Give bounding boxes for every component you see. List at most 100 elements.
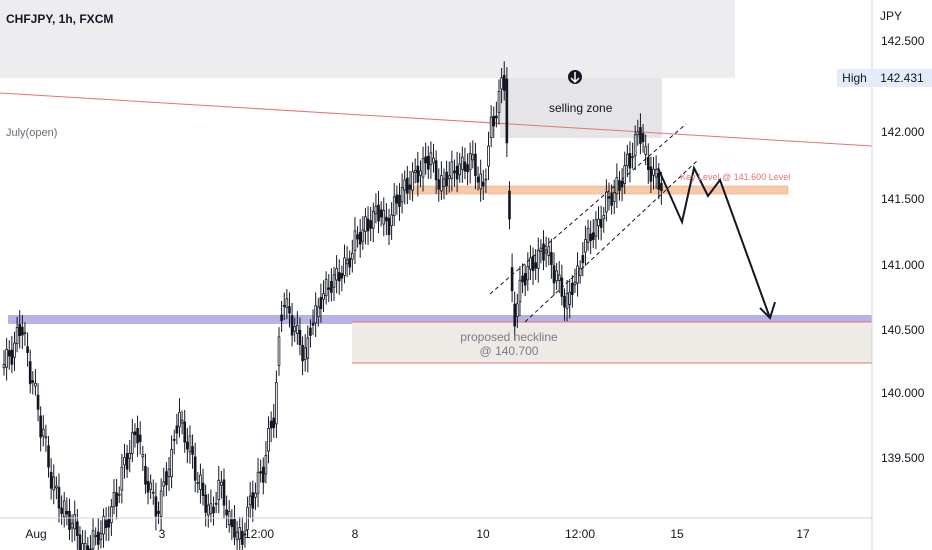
candle-body bbox=[314, 305, 317, 324]
x-tick-1: 3 bbox=[158, 527, 166, 541]
candle-body bbox=[154, 496, 158, 517]
candle-body bbox=[505, 78, 509, 144]
candle-body bbox=[159, 490, 163, 517]
neckline-label-line2: @ 140.700 bbox=[479, 344, 539, 358]
candle-body bbox=[597, 218, 600, 227]
y-tick-0: 142.500 bbox=[881, 34, 925, 48]
candle-body bbox=[13, 342, 16, 358]
candle-body bbox=[186, 441, 189, 450]
candle-body bbox=[81, 543, 84, 550]
candle-body bbox=[123, 457, 126, 466]
candle-body bbox=[432, 157, 435, 164]
candle-body bbox=[573, 281, 577, 286]
candle-body bbox=[96, 531, 100, 545]
candle-body bbox=[461, 156, 464, 170]
candle-body bbox=[94, 534, 97, 538]
candle-body bbox=[306, 337, 310, 359]
candle-body bbox=[516, 303, 519, 317]
candle-body bbox=[330, 281, 333, 293]
candle-body bbox=[220, 481, 223, 486]
candle-body bbox=[222, 479, 226, 506]
candle-body bbox=[319, 296, 323, 310]
candle-body bbox=[107, 519, 111, 528]
candle-body bbox=[251, 492, 255, 509]
candle-body bbox=[343, 257, 346, 276]
y-axis-unit: JPY bbox=[880, 9, 903, 23]
y-tick-6: 139.500 bbox=[881, 451, 925, 465]
candle-body bbox=[550, 252, 553, 266]
candle-body bbox=[426, 155, 430, 170]
candle-body bbox=[458, 163, 462, 176]
candle-body bbox=[502, 74, 506, 91]
candle-body bbox=[125, 453, 129, 470]
candle-body bbox=[385, 216, 388, 222]
candle-body bbox=[521, 275, 524, 283]
candle-body bbox=[429, 152, 433, 166]
candle-body bbox=[471, 154, 475, 161]
candle-body bbox=[351, 252, 354, 260]
x-tick-7: 17 bbox=[796, 527, 810, 541]
candle-body bbox=[495, 115, 498, 119]
candle-body bbox=[539, 247, 543, 252]
x-tick-3: 8 bbox=[351, 527, 359, 541]
candle-body bbox=[395, 194, 399, 204]
candle-body bbox=[290, 315, 294, 336]
candle-body bbox=[557, 274, 561, 281]
candle-body bbox=[660, 183, 663, 192]
candle-body bbox=[238, 527, 242, 540]
candle-body bbox=[382, 209, 386, 225]
candle-body bbox=[513, 303, 517, 327]
candle-body bbox=[453, 170, 456, 174]
candle-body bbox=[269, 420, 273, 429]
candle-body bbox=[267, 427, 270, 452]
candle-body bbox=[172, 438, 176, 441]
candle-body bbox=[233, 518, 236, 538]
candle-body bbox=[411, 171, 414, 191]
candle-body bbox=[620, 180, 624, 188]
candle-body bbox=[193, 456, 197, 481]
candle-body bbox=[345, 259, 349, 265]
candle-body bbox=[633, 134, 637, 157]
candle-body bbox=[2, 364, 6, 369]
candle-body bbox=[86, 545, 90, 550]
x-tick-2: 12:00 bbox=[243, 527, 275, 541]
candle-body bbox=[248, 495, 252, 506]
candle-body bbox=[277, 336, 281, 366]
candle-body bbox=[487, 145, 490, 167]
high-value: 142.431 bbox=[872, 69, 932, 87]
candle-body bbox=[623, 165, 627, 185]
candle-body bbox=[293, 326, 297, 332]
candle-body bbox=[10, 349, 14, 365]
candle-body bbox=[526, 265, 530, 281]
candle-body bbox=[379, 209, 383, 218]
y-tick-1: 142.000 bbox=[881, 125, 925, 139]
candle-body bbox=[581, 255, 585, 264]
candle-body bbox=[578, 267, 582, 277]
candle-body bbox=[254, 492, 257, 498]
candle-body bbox=[618, 180, 621, 191]
candle-body bbox=[298, 329, 302, 346]
candle-body bbox=[316, 306, 320, 318]
x-tick-6: 15 bbox=[670, 527, 684, 541]
candle-body bbox=[76, 521, 79, 536]
neckline-label-line1: proposed neckline bbox=[460, 330, 558, 344]
candle-body bbox=[442, 178, 446, 188]
candle-body bbox=[644, 146, 647, 155]
selling-zone-label: selling zone bbox=[549, 101, 613, 115]
key-level-zone bbox=[405, 185, 789, 195]
candle-body bbox=[332, 274, 336, 288]
candle-body bbox=[78, 534, 82, 550]
neckline-label: proposed neckline @ 140.700 bbox=[454, 330, 564, 358]
candle-body bbox=[47, 445, 50, 468]
candle-body bbox=[230, 519, 234, 528]
candle-body bbox=[303, 347, 307, 361]
candle-body bbox=[419, 170, 422, 176]
candle-body bbox=[400, 187, 404, 203]
candle-body bbox=[610, 192, 613, 206]
candle-body bbox=[225, 509, 228, 516]
candle-body bbox=[311, 322, 315, 326]
candle-body bbox=[450, 161, 454, 179]
candle-body bbox=[476, 176, 480, 183]
candle-body bbox=[133, 431, 137, 436]
